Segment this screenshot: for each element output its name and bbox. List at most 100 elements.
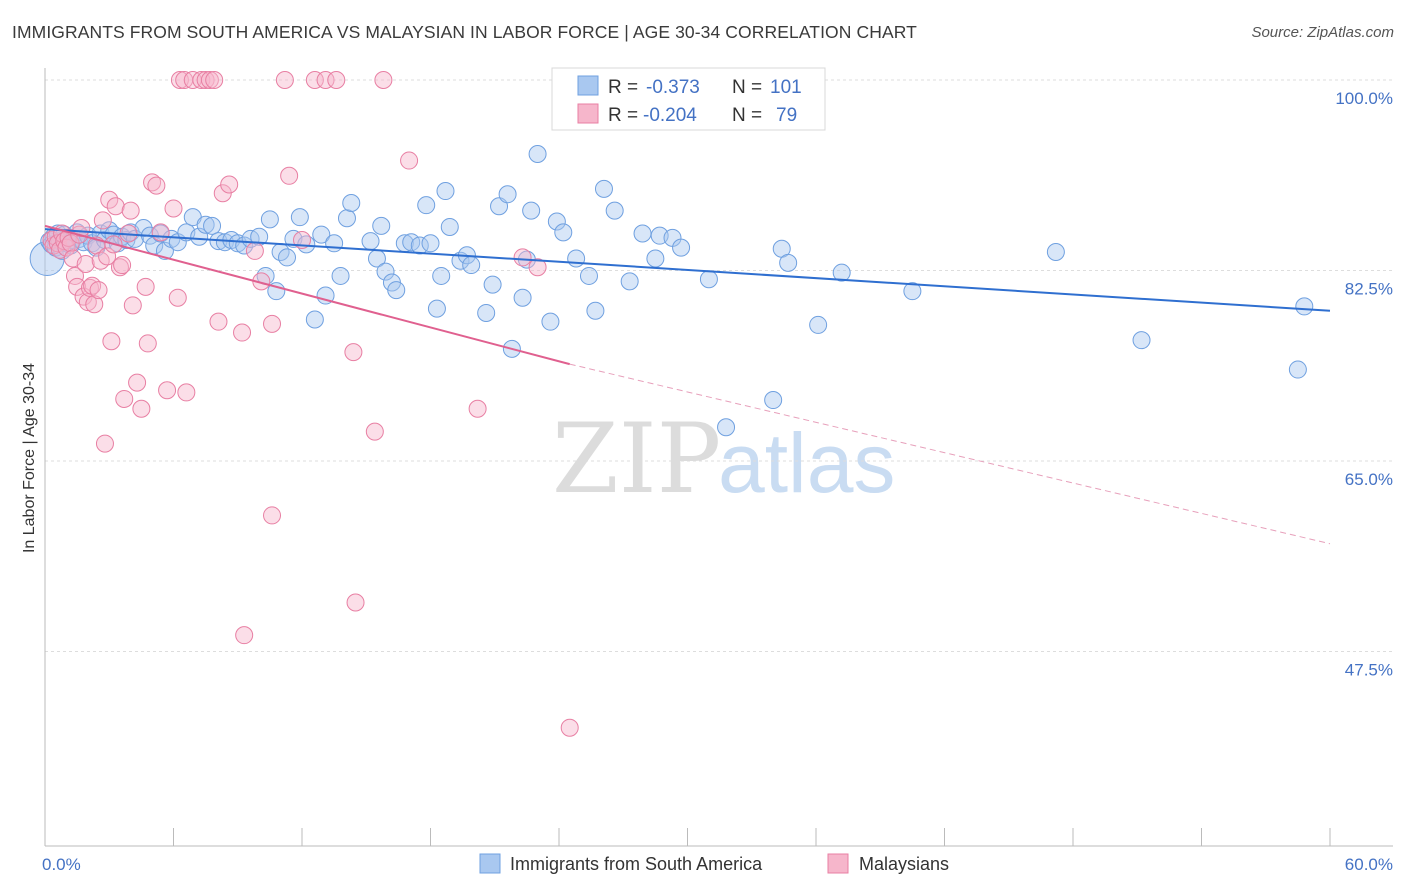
point-malaysians-73 [374, 71, 393, 89]
point-south-america-61 [361, 232, 380, 251]
legend-n-value-2: 79 [776, 105, 797, 126]
watermark-atlas: atlas [718, 416, 895, 510]
legend-n-label-2: N = [732, 105, 762, 126]
point-malaysians-11 [65, 266, 84, 285]
point-malaysians-24 [93, 211, 112, 230]
point-malaysians-35 [121, 201, 140, 220]
point-south-america-69 [410, 236, 429, 255]
point-south-america-99 [646, 249, 665, 268]
point-south-america-75 [440, 217, 459, 236]
trend-line-south-america [44, 228, 1331, 312]
legend-swatch-malaysians [577, 103, 599, 124]
point-malaysians-72 [365, 422, 384, 441]
point-south-america-102 [672, 238, 691, 257]
grid-lines [45, 79, 1393, 652]
legend-r-label-1: R = [608, 77, 638, 98]
point-south-america-110 [903, 282, 922, 301]
y-axis-title: In Labor Force | Age 30-34 [21, 363, 38, 553]
legend-r-value-2: -0.204 [643, 105, 697, 126]
y-tick-label-2: 82.5% [1345, 280, 1393, 299]
point-south-america-66 [387, 281, 406, 300]
point-south-america-103 [699, 270, 718, 289]
point-south-america-84 [513, 288, 532, 307]
bottom-legend-label-south-america: Immigrants from South America [510, 854, 763, 874]
point-malaysians-62 [263, 506, 282, 525]
point-malaysians-3 [48, 234, 67, 253]
point-south-america-70 [417, 196, 436, 215]
y-tick-label-0: 47.5% [1345, 661, 1393, 680]
point-south-america-90 [554, 223, 573, 242]
point-south-america-71 [421, 234, 440, 253]
point-south-america-57 [325, 234, 344, 253]
chart-title: IMMIGRANTS FROM SOUTH AMERICA VS MALAYSI… [12, 22, 917, 42]
point-south-america-98 [633, 224, 652, 243]
point-malaysians-42 [147, 176, 166, 195]
point-south-america-59 [337, 209, 356, 228]
point-malaysians-53 [200, 71, 219, 89]
point-south-america-78 [462, 256, 481, 275]
point-malaysians-76 [513, 248, 532, 267]
point-south-america-113 [1288, 360, 1307, 379]
point-malaysians-28 [102, 332, 121, 351]
point-malaysians-71 [346, 593, 365, 612]
point-south-america-80 [483, 275, 502, 294]
point-south-america-45 [250, 227, 269, 246]
x-tick-label-1: 60.0% [1345, 855, 1393, 874]
point-south-america-64 [376, 262, 395, 281]
point-malaysians-59 [235, 626, 254, 645]
point-malaysians-37 [128, 373, 147, 392]
trend-lines [44, 224, 1331, 545]
point-south-america-91 [567, 249, 586, 268]
legend-swatch-south-america [577, 75, 599, 96]
point-south-america-50 [278, 248, 297, 267]
point-south-america-104 [717, 418, 736, 437]
point-south-america-94 [586, 301, 605, 320]
point-malaysians-45 [164, 199, 183, 218]
point-south-america-112 [1132, 331, 1151, 350]
point-south-america-37 [196, 215, 215, 234]
point-malaysians-49 [177, 383, 196, 402]
point-malaysians-36 [123, 296, 142, 315]
point-south-america-38 [203, 216, 222, 235]
point-south-america-96 [605, 201, 624, 220]
point-malaysians-47 [170, 71, 189, 89]
point-malaysians-20 [85, 295, 104, 314]
point-malaysians-75 [468, 399, 487, 418]
point-malaysians-55 [209, 312, 228, 331]
point-malaysians-40 [138, 334, 157, 353]
point-south-america-55 [312, 225, 331, 244]
point-south-america-40 [215, 233, 234, 252]
point-malaysians-22 [89, 281, 108, 300]
x-tick-label-0: 0.0% [42, 855, 81, 874]
point-south-america-72 [427, 299, 446, 318]
point-malaysians-38 [132, 399, 151, 418]
legend-n-value-1: 101 [770, 77, 802, 98]
point-malaysians-16 [76, 254, 95, 273]
correlation-legend: R = -0.373 N = 101 R = -0.204 N = 79 [551, 67, 826, 131]
point-malaysians-12 [68, 277, 87, 296]
point-south-america-60 [342, 194, 361, 213]
point-malaysians-74 [400, 151, 419, 170]
point-south-america-47 [260, 210, 279, 229]
point-malaysians-33 [115, 389, 134, 408]
point-south-america-109 [832, 263, 851, 282]
watermark-zip: ZIP [552, 403, 721, 515]
point-malaysians-58 [233, 323, 252, 342]
legend-n-label-1: N = [732, 77, 762, 98]
tick-labels: 47.5% 65.0% 82.5% 100.0% 0.0% 60.0% [42, 89, 1393, 874]
point-malaysians-57 [220, 175, 239, 194]
point-malaysians-25 [95, 434, 114, 453]
point-south-america-108 [809, 315, 828, 334]
point-malaysians-64 [275, 71, 294, 89]
point-south-america-87 [528, 145, 547, 164]
point-malaysians-78 [560, 718, 579, 737]
series-malaysians [42, 71, 579, 737]
point-malaysians-63 [263, 314, 282, 333]
point-south-america-82 [498, 185, 517, 204]
point-south-america-79 [477, 303, 496, 322]
point-malaysians-44 [158, 381, 177, 400]
point-malaysians-31 [110, 258, 129, 277]
point-south-america-56 [316, 286, 335, 305]
point-south-america-86 [522, 201, 541, 220]
